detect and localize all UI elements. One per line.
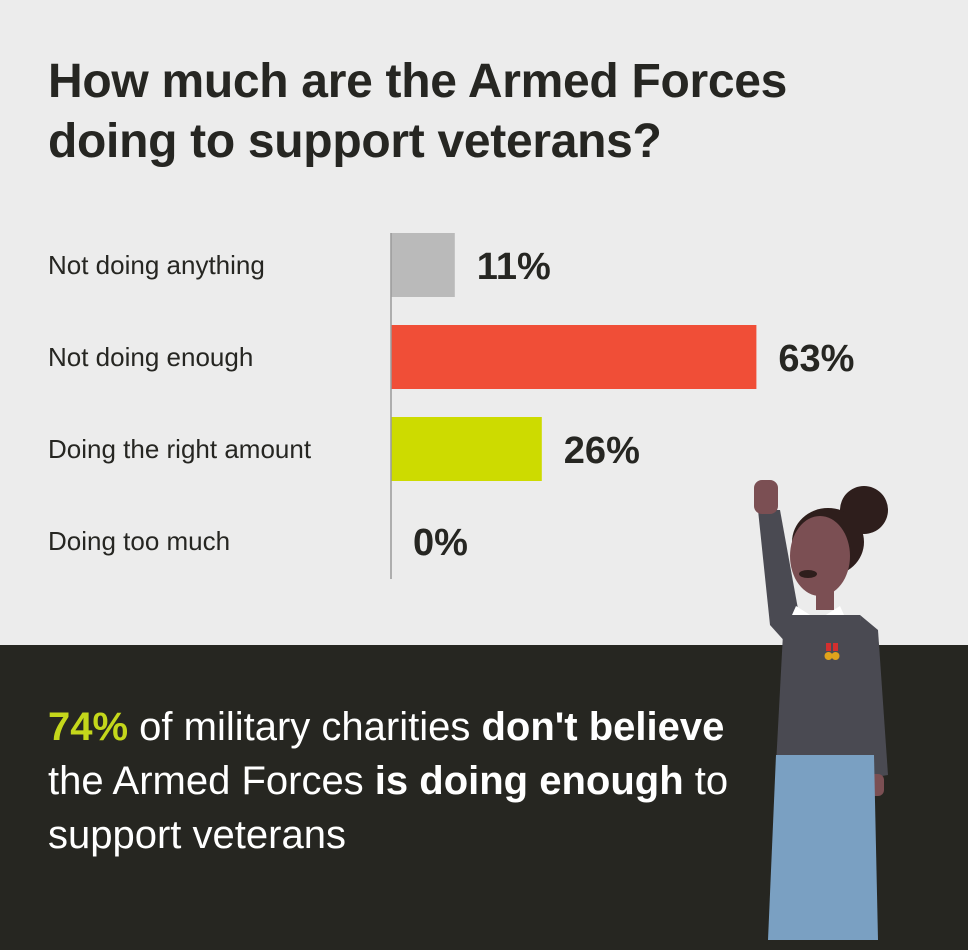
callout-text-part-2: the Armed Forces [48, 759, 375, 803]
callout-text: 74% of military charities don't believe … [48, 700, 768, 862]
callout-highlight-percent: 74% [48, 705, 129, 749]
skirt [768, 755, 878, 940]
medal [831, 652, 840, 660]
lowered-arm [860, 615, 888, 778]
callout-text-part-1: of military charities [128, 705, 482, 749]
chart-title: How much are the Armed Forces doing to s… [48, 52, 928, 172]
bar [391, 417, 542, 481]
callout-bold-part-1: don't believe [481, 705, 725, 749]
bar [391, 325, 757, 389]
torso [776, 615, 872, 765]
face [790, 516, 850, 596]
category-label: Doing too much [48, 526, 230, 556]
raised-arm [758, 510, 800, 645]
callout-bold-part-2: is doing enough [374, 759, 684, 803]
chart-title-line-2: doing to support veterans? [48, 115, 662, 168]
category-label: Not doing enough [48, 342, 253, 372]
neck [816, 588, 834, 610]
bar-chart: Not doing anything 11% Not doing enough 63%… [48, 233, 854, 579]
value-label: 26% [564, 430, 640, 472]
medal-ribbon [826, 643, 831, 651]
value-label: 11% [477, 246, 551, 288]
bar [391, 233, 455, 297]
medal [824, 652, 833, 660]
category-label: Doing the right amount [48, 434, 312, 464]
category-label: Not doing anything [48, 250, 265, 280]
mouth [799, 570, 817, 578]
value-label: 0% [413, 522, 468, 564]
woman-raising-fist-illustration [754, 480, 888, 940]
chart-title-line-1: How much are the Armed Forces [48, 55, 788, 108]
value-label: 63% [778, 338, 854, 380]
raised-fist [754, 480, 778, 514]
medal-ribbon [833, 643, 838, 651]
callout-text-part-3: to support veterans [48, 759, 729, 857]
